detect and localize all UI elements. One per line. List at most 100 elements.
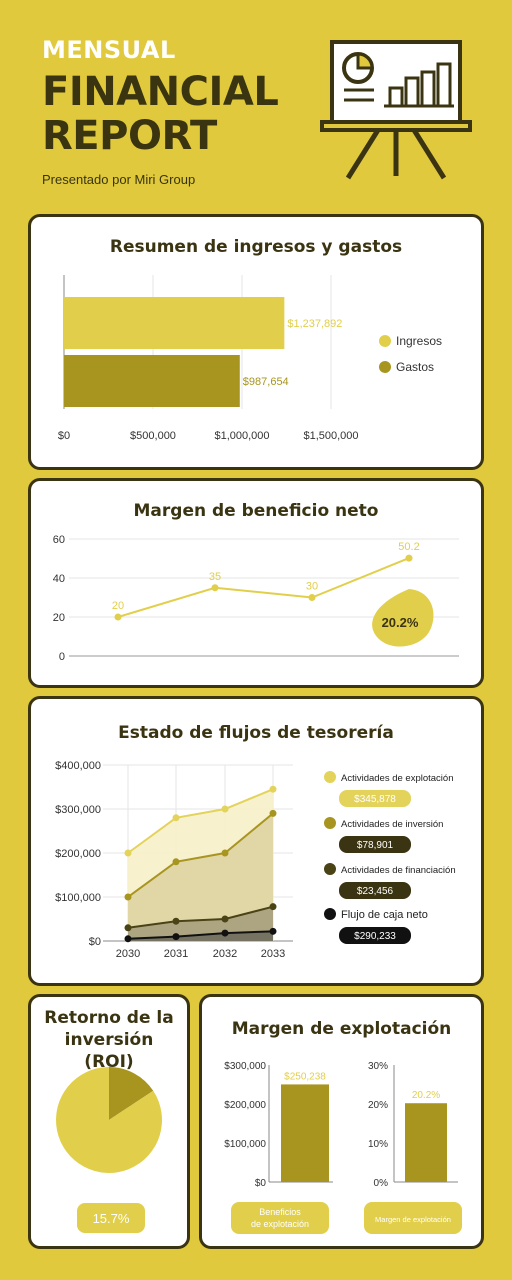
y-tick-label: 40 (53, 573, 65, 585)
x-tick-label: $500,000 (130, 430, 176, 442)
roi-chart: 15.7% (56, 1067, 162, 1233)
roi-title: Retorno de la inversión (ROI) (44, 1008, 174, 1072)
x-tick-label: 2031 (164, 948, 188, 960)
report-kicker: MENSUAL (42, 36, 176, 64)
y-tick-label: 0 (59, 651, 65, 663)
legend-marker (324, 771, 336, 783)
net-margin-card: Margen de beneficio neto 0 20 40 60 20 35 30 50… (28, 478, 484, 688)
data-point (221, 915, 229, 923)
x-tick-label: $0 (58, 430, 70, 442)
report-subtitle: Presentado por Miri Group (42, 172, 196, 187)
data-point (269, 903, 277, 911)
operating-margin-title: Margen de explotación (231, 1019, 452, 1039)
income-expenses-chart: $0 $500,000 $1,000,000 $1,500,000 $1,237,892… (58, 275, 442, 442)
y-tick-label: $0 (255, 1178, 267, 1189)
bar-value-label: $1,237,892 (287, 318, 342, 330)
y-tick-label: 60 (53, 534, 65, 546)
legend-badge-value: $290,233 (354, 931, 396, 942)
pie-slice-roi (109, 1067, 154, 1120)
legend-label: Actividades de financiación (341, 865, 456, 876)
legend-badge (339, 790, 411, 807)
data-point (172, 933, 180, 941)
x-tick-label: $1,000,000 (214, 430, 269, 442)
y-tick-label: 10% (368, 1139, 388, 1150)
series-line (127, 812, 274, 898)
category-label: Margen de explotación (375, 1215, 451, 1224)
category-label: de explotación (251, 1219, 309, 1229)
roi-badge-label: 15.7% (93, 1211, 130, 1226)
cash-flow-chart: $0 $100,000 $200,000 $300,000 $400,000 2030 20… (55, 760, 456, 960)
legend-badge-value: $23,456 (357, 886, 394, 897)
y-tick-label: $300,000 (224, 1061, 266, 1072)
x-tick-label: 2033 (261, 948, 285, 960)
legend-marker (324, 863, 336, 875)
data-point (172, 917, 180, 925)
data-point (308, 594, 316, 601)
net-margin-chart: 0 20 40 60 20 35 30 50.2 20.2% (53, 534, 459, 663)
y-tick-label: 30% (368, 1061, 388, 1072)
operating-bar (281, 1084, 329, 1182)
net-margin-line (117, 557, 410, 618)
income-expenses-card: Resumen de ingresos y gastos $0 $500,000 $… (28, 214, 484, 470)
bar-gastos (64, 355, 240, 407)
data-point (405, 554, 413, 562)
roi-card: Retorno de la inversión (ROI) 15.7% (28, 994, 190, 1249)
cash-flow-title: Estado de flujos de tesorería (118, 723, 394, 743)
legend-marker (379, 361, 391, 373)
data-label: 50.2 (398, 541, 419, 553)
y-tick-label: $100,000 (224, 1139, 266, 1150)
data-point (221, 849, 229, 857)
data-point (269, 809, 277, 817)
y-tick-label: $0 (89, 936, 101, 948)
data-point (269, 927, 277, 935)
legend-marker (379, 335, 391, 347)
bar-ingresos (64, 297, 285, 349)
legend-badge-value: $78,901 (357, 840, 394, 851)
legend-label: Gastos (396, 360, 434, 374)
legend-marker (324, 908, 336, 920)
category-badge (364, 1202, 462, 1234)
data-point (221, 929, 229, 937)
roi-badge (77, 1203, 145, 1233)
series-area (128, 813, 273, 941)
report-title-line2: REPORT (42, 113, 217, 159)
margin-badge (372, 589, 434, 647)
data-point (124, 935, 132, 943)
category-label: Beneficios (259, 1207, 301, 1217)
y-tick-label: $200,000 (55, 848, 101, 860)
data-point (124, 924, 132, 932)
income-expenses-title: Resumen de ingresos y gastos (109, 237, 403, 257)
bar-value-label: 20.2% (412, 1090, 440, 1101)
operating-margin-chart: $0 $100,000 $200,000 $300,000 $250,238 Benefi… (224, 1061, 462, 1234)
bar-value-label: $250,238 (284, 1071, 326, 1082)
y-tick-label: $400,000 (55, 760, 101, 772)
legend-label: Flujo de caja neto (341, 909, 428, 921)
net-margin-title: Margen de beneficio neto (133, 501, 379, 521)
report-title-line1: FINANCIAL (42, 69, 279, 115)
y-tick-label: $200,000 (224, 1100, 266, 1111)
data-point (211, 584, 219, 592)
legend-badge (339, 882, 411, 899)
y-tick-label: 20 (53, 612, 65, 624)
series-line (127, 905, 274, 929)
y-tick-label: 0% (374, 1178, 389, 1189)
operating-margin-card: Margen de explotación $0 $100,000 $200,000… (199, 994, 484, 1249)
data-point (221, 805, 229, 813)
data-point (124, 849, 132, 857)
legend-marker (324, 817, 336, 829)
data-point (172, 814, 180, 822)
series-line (127, 788, 274, 854)
data-point (172, 858, 180, 866)
legend-badge (339, 927, 411, 944)
legend-badge (339, 836, 411, 853)
data-point (114, 613, 122, 621)
series-area (128, 931, 273, 941)
legend-badge-value: $345,878 (354, 794, 396, 805)
y-tick-label: $100,000 (55, 892, 101, 904)
presentation-board-icon (320, 40, 472, 180)
legend-label: Actividades de explotación (341, 773, 454, 784)
legend-label: Ingresos (396, 334, 442, 348)
data-label: 30 (306, 581, 318, 593)
x-tick-label: 2030 (116, 948, 140, 960)
margin-badge-label: 20.2% (382, 615, 419, 630)
